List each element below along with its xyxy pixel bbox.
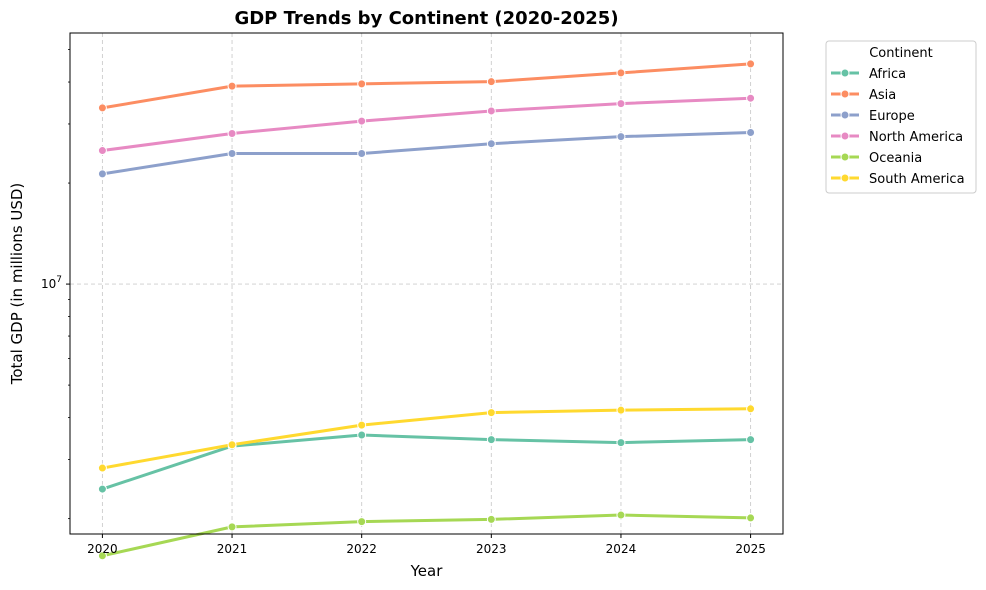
x-tick-label: 2023 [476, 542, 507, 556]
data-point [357, 420, 367, 430]
data-point [97, 103, 107, 113]
y-tick-label: 107 [41, 275, 62, 291]
data-point [746, 127, 756, 137]
data-point [616, 132, 626, 142]
x-tick-label: 2025 [735, 542, 766, 556]
data-point [227, 522, 237, 532]
data-point [486, 435, 496, 445]
legend-label: Europe [869, 109, 915, 124]
data-point [616, 405, 626, 415]
data-point [357, 79, 367, 89]
data-point [227, 129, 237, 139]
series-north-america [97, 93, 756, 156]
series-africa [97, 430, 756, 494]
plot-frame [69, 32, 784, 535]
legend-swatch-marker [840, 152, 850, 162]
data-point [97, 463, 107, 473]
legend-item: Europe [831, 109, 915, 124]
y-axis-title: Total GDP (in millions USD) [8, 183, 26, 386]
data-point [616, 510, 626, 520]
series-line [100, 433, 753, 491]
legend-swatch-marker [840, 173, 850, 183]
legend-item: South America [831, 172, 965, 187]
data-point [746, 513, 756, 523]
data-point [357, 148, 367, 158]
series-line [100, 407, 753, 470]
series-layer [97, 59, 756, 561]
legend-title: Continent [869, 46, 933, 61]
data-point [357, 517, 367, 527]
series-south-america [97, 404, 756, 473]
series-asia [97, 59, 756, 113]
series-oceania [97, 510, 756, 561]
data-point [227, 148, 237, 158]
data-point [486, 139, 496, 149]
data-point [616, 438, 626, 448]
data-point [97, 146, 107, 156]
legend-items: Africa Asia Europe North America Oceania Sout… [831, 67, 965, 187]
axes: 2020 2021 2022 2023 2024 2025 107 [41, 49, 766, 556]
grid [70, 33, 783, 534]
x-tick-label: 2022 [346, 542, 377, 556]
legend-swatch-marker [840, 68, 850, 78]
data-point [486, 77, 496, 87]
data-point [97, 169, 107, 179]
data-point [97, 484, 107, 494]
data-point [227, 440, 237, 450]
data-point [486, 514, 496, 524]
legend-item: Africa [831, 67, 906, 82]
legend-label: Oceania [869, 151, 922, 166]
legend-box [825, 40, 977, 194]
legend-label: Africa [869, 67, 906, 82]
legend-item: Oceania [831, 151, 922, 166]
data-point [616, 68, 626, 78]
data-point [486, 106, 496, 116]
x-tick-label: 2024 [606, 542, 637, 556]
x-axis-title: Year [410, 562, 444, 580]
data-point [357, 116, 367, 126]
data-point [746, 59, 756, 69]
legend-label: South America [869, 172, 965, 187]
legend-swatch-marker [840, 110, 850, 120]
data-point [357, 430, 367, 440]
series-europe [97, 127, 756, 179]
series-line [100, 513, 753, 558]
legend-item: Asia [831, 88, 896, 103]
legend-label: North America [869, 130, 963, 145]
legend-swatch-marker [840, 131, 850, 141]
legend: Continent Africa Asia Europe North America O… [825, 40, 977, 194]
data-point [486, 408, 496, 418]
x-tick-label: 2021 [217, 542, 248, 556]
data-point [746, 404, 756, 414]
data-point [746, 93, 756, 103]
legend-label: Asia [869, 88, 896, 103]
data-point [746, 435, 756, 445]
data-point [97, 551, 107, 561]
legend-swatch-marker [840, 89, 850, 99]
chart-title: GDP Trends by Continent (2020-2025) [234, 8, 618, 29]
series-line [100, 96, 753, 153]
data-point [616, 99, 626, 109]
series-line [100, 62, 753, 110]
data-point [227, 81, 237, 91]
x-tick-label: 2020 [87, 542, 118, 556]
series-line [100, 130, 753, 176]
legend-item: North America [831, 130, 963, 145]
